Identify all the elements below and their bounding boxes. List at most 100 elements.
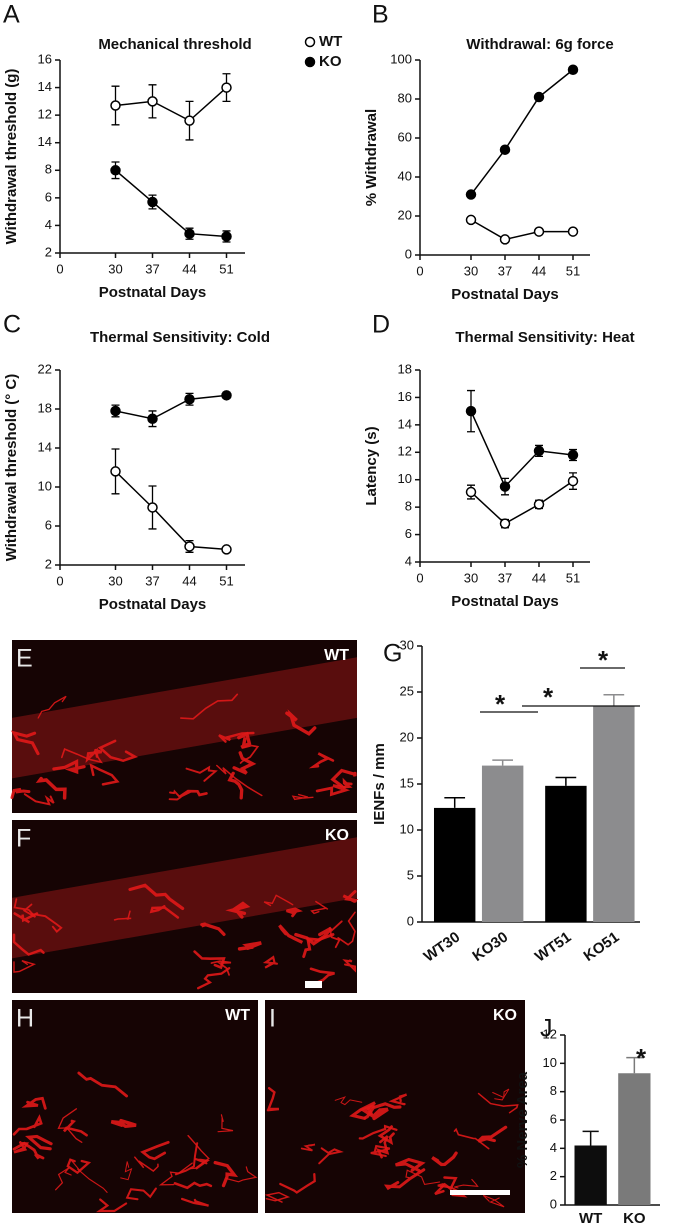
- nerve-fiber: [342, 959, 356, 973]
- nerve-fiber: [12, 933, 45, 956]
- y-tick-label: 8: [45, 162, 52, 177]
- nerve-fiber: [342, 890, 359, 904]
- y-tick-label: 16: [398, 389, 412, 404]
- nerve-fiber: [477, 1092, 519, 1114]
- nerve-fiber: [349, 1101, 376, 1120]
- data-point: [110, 100, 121, 111]
- y-tick-label: 0: [405, 246, 412, 261]
- x-tick-label: 44: [182, 261, 196, 276]
- error-bar: [582, 1130, 599, 1146]
- nerve-fiber: [437, 1183, 468, 1198]
- bar: [574, 1145, 607, 1205]
- nerve-fiber: [62, 1119, 88, 1137]
- y-tick-label: 22: [38, 361, 52, 376]
- y-tick-label: 25: [400, 683, 414, 698]
- data-point: [465, 189, 477, 200]
- data-point: [110, 165, 121, 176]
- data-point: [110, 405, 121, 417]
- y-tick-label: 14: [38, 79, 52, 94]
- nerve-fiber: [239, 744, 260, 764]
- x-tick-label: 30: [108, 261, 122, 276]
- nerve-fiber: [334, 1096, 363, 1106]
- nerve-fiber: [395, 1157, 426, 1173]
- nerve-fiber: [434, 1176, 458, 1196]
- nerve-fiber: [95, 1198, 128, 1213]
- y-tick-label: 4: [405, 553, 412, 568]
- nerve-fiber: [227, 771, 244, 800]
- legend-label: KO: [319, 53, 342, 70]
- y-tick-label: 10: [543, 1055, 557, 1070]
- nerve-fiber: [194, 1157, 211, 1170]
- x-tick-label: 44: [532, 570, 546, 585]
- nerve-fiber: [134, 1156, 159, 1172]
- data-point: [110, 466, 121, 477]
- data-point: [184, 394, 195, 405]
- panel-letter: G: [383, 640, 402, 668]
- series-line: [470, 219, 573, 241]
- data-point: [465, 405, 477, 417]
- nerve-fiber: [216, 764, 263, 797]
- nerve-fiber: [21, 1096, 47, 1110]
- x-tick-label: 30: [464, 570, 478, 585]
- nerve-fiber: [264, 1191, 291, 1203]
- nerve-fiber: [453, 1127, 490, 1150]
- nerve-fiber: [13, 912, 39, 924]
- y-tick-label: 15: [400, 775, 414, 790]
- series-line: [470, 480, 574, 525]
- data-point: [221, 390, 232, 401]
- chart-title: Withdrawal: 6g force: [466, 36, 613, 53]
- y-axis-label: Withdrawal threshold (g): [3, 69, 20, 245]
- legend-label: WT: [319, 33, 342, 50]
- data-point: [533, 91, 545, 103]
- nerve-fiber: [383, 1168, 426, 1191]
- nerve-fiber: [128, 883, 185, 910]
- nerve-fiber: [454, 1178, 479, 1189]
- y-tick-label: 5: [407, 867, 414, 882]
- data-point: [567, 475, 579, 487]
- y-tick-label: 18: [38, 400, 52, 415]
- nerve-fiber: [217, 1114, 234, 1133]
- y-tick-label: 12: [543, 1026, 557, 1041]
- data-point: [184, 228, 195, 239]
- series-line: [470, 410, 574, 488]
- y-tick-label: 40: [398, 168, 412, 183]
- nerve-fiber: [10, 730, 40, 756]
- significance-star: *: [636, 1043, 647, 1073]
- data-point: [147, 413, 158, 424]
- y-tick-label: 6: [405, 526, 412, 541]
- nerve-fiber: [308, 752, 335, 769]
- y-tick-label: 18: [398, 361, 412, 376]
- x-axis-label: Postnatal Days: [451, 593, 559, 610]
- x-tick-label: 51: [566, 570, 580, 585]
- series-line: [470, 69, 574, 196]
- x-tick-label: 0: [56, 261, 63, 276]
- y-tick-label: 2: [550, 1168, 557, 1183]
- y-tick-label: 14: [398, 416, 412, 431]
- bar: [481, 765, 524, 922]
- nerve-fiber: [225, 901, 251, 919]
- data-point: [221, 544, 232, 555]
- series-line: [115, 169, 227, 238]
- nerve-fiber: [309, 967, 335, 986]
- y-tick-label: 4: [45, 217, 52, 232]
- bar: [618, 1073, 651, 1205]
- y-tick-label: 6: [45, 189, 52, 204]
- nerve-fiber: [405, 1169, 441, 1186]
- y-axis-label: IENFs / mm: [371, 743, 388, 825]
- panel-letter: A: [3, 1, 20, 29]
- data-point: [465, 486, 477, 498]
- nerve-fiber: [113, 910, 132, 921]
- x-tick-label: 37: [145, 261, 159, 276]
- panel-letter: H: [16, 1005, 34, 1033]
- nerve-fiber: [315, 784, 351, 797]
- nerve-fiber: [61, 748, 103, 764]
- x-tick-label: 51: [566, 263, 580, 278]
- nerve-fiber: [85, 747, 103, 763]
- nerve-fiber: [179, 789, 208, 798]
- error-bar: [603, 694, 625, 706]
- data-point: [499, 518, 511, 529]
- nerve-fiber: [25, 1134, 53, 1151]
- nerve-fiber: [363, 1102, 402, 1120]
- x-tick-label: WT30: [421, 929, 464, 966]
